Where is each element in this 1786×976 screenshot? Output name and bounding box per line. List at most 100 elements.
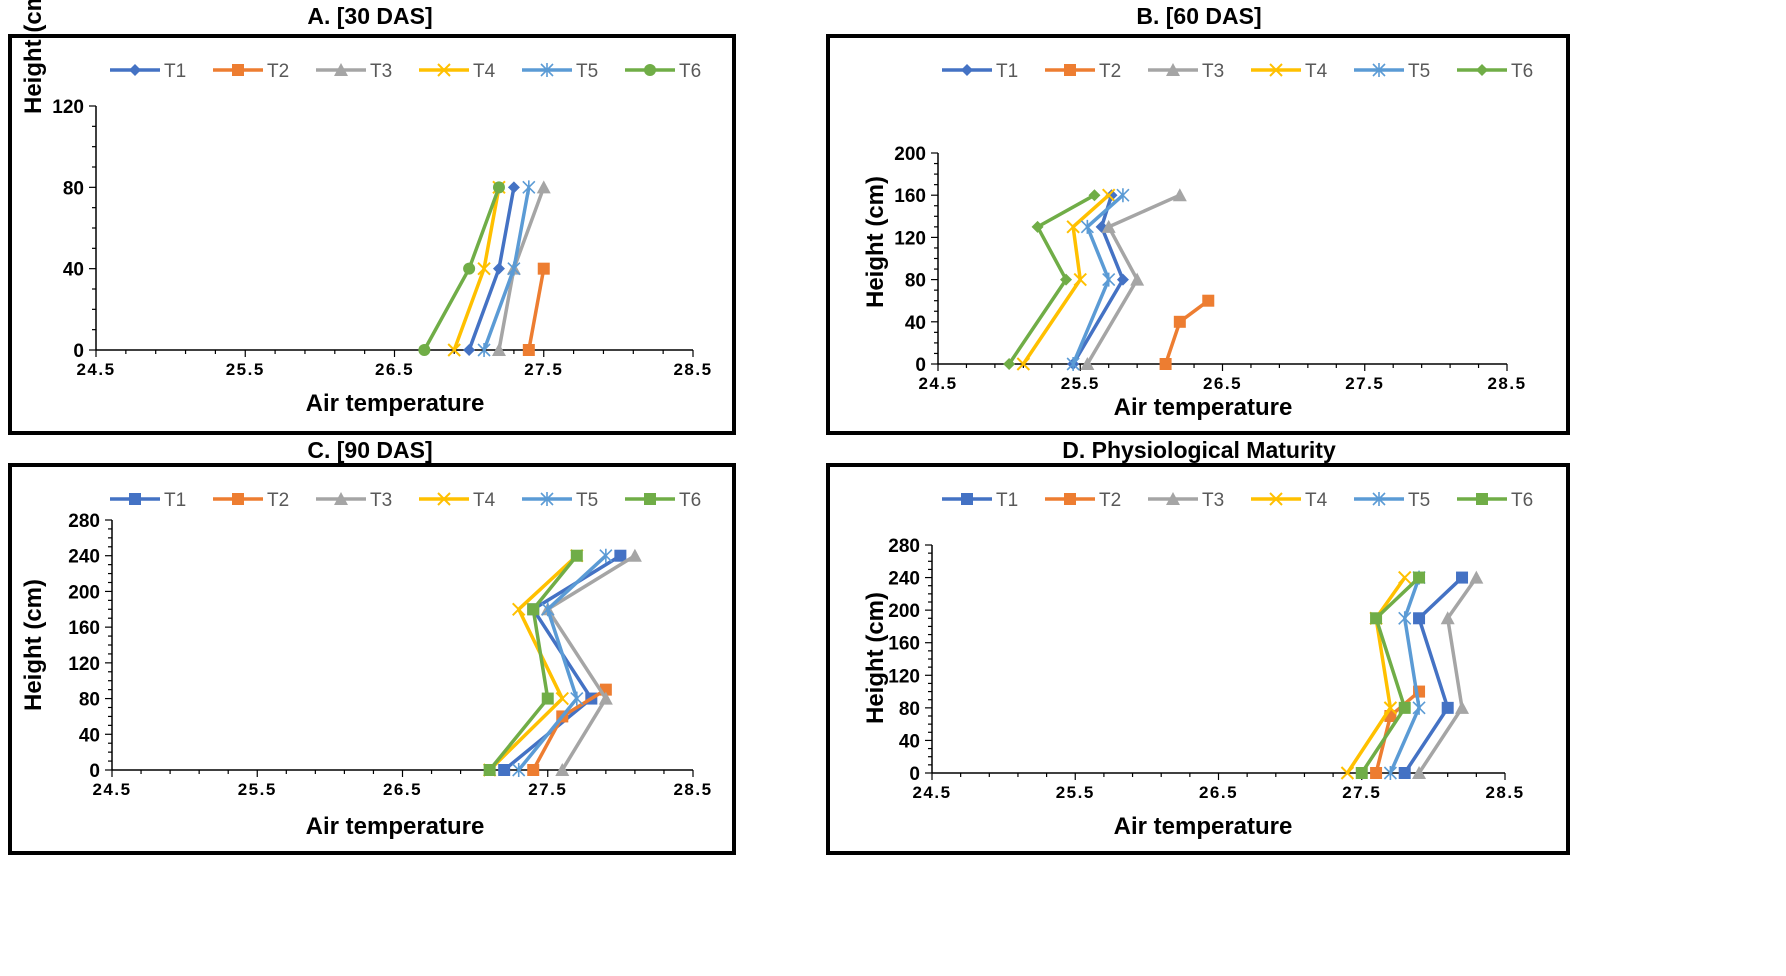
chart-frame [8,34,736,435]
legend-item: T1 [942,61,1018,82]
data-point [555,691,569,706]
chart-panel-1: A. [30 DAS] 24.5 25.5 26.5 27.5 28.5 0 40 80 120 A… [8,0,736,435]
data-point [1130,272,1145,286]
series-line [1021,193,1110,365]
series-line [1388,576,1421,774]
data-point [1080,357,1095,370]
data-point [1080,219,1094,234]
legend-item: T3 [1148,61,1224,82]
legend-label: T6 [1511,490,1533,511]
data-point [1088,189,1101,202]
y-axis-label: Height (cm) [862,176,889,308]
legend-marker [540,63,554,77]
x-tick-label: 28.5 [673,360,712,379]
data-point [1101,188,1116,202]
legend-label: T3 [1202,490,1224,511]
data-point [511,602,526,616]
series-line [1417,576,1478,774]
series-T5 [477,180,536,357]
legend-marker [1269,492,1283,506]
legend-marker [644,64,656,76]
y-tick-label: 240 [888,569,920,590]
x-tick-label: 24.5 [912,783,951,802]
series-line [1007,193,1096,365]
data-point [1355,767,1368,779]
x-tick-label: 27.5 [1345,374,1384,393]
data-point [1383,766,1397,780]
y-tick-label: 40 [899,731,920,752]
legend-marker [232,64,244,76]
data-point [555,763,570,776]
data-point [491,343,506,356]
data-point [541,602,555,617]
legend-label: T6 [679,490,701,511]
chart-panel-2: B. [60 DAS] 24.5 25.5 26.5 27.5 28.5 0 40 80 120 1… [826,3,1570,435]
legend-label: T4 [1305,61,1328,82]
y-axis-label: Height (cm) [862,592,889,724]
y-tick-label: 160 [888,634,920,655]
y-tick-label: 80 [63,178,84,199]
y-tick-label: 120 [68,654,100,675]
legend-item: T6 [1457,490,1533,511]
data-point [541,692,554,705]
series-line [497,186,546,351]
y-tick-label: 80 [79,690,100,711]
legend-marker [1372,63,1386,77]
series-T3 [1080,188,1187,370]
legend-item: T4 [1251,61,1328,82]
series-T2 [527,683,612,776]
data-point [1101,219,1116,233]
data-point [1073,272,1087,287]
y-tick-label: 0 [915,355,926,376]
legend-item: T6 [1457,61,1533,82]
legend-label: T2 [1099,61,1121,82]
data-point [507,181,520,194]
legend-marker [961,493,973,505]
y-tick-label: 120 [894,228,926,249]
y-tick-label: 40 [63,260,84,281]
x-tick-label: 26.5 [1199,783,1238,802]
data-point [1370,612,1383,625]
data-point [1455,700,1470,714]
data-point [1413,612,1426,625]
x-tick-label: 25.5 [238,780,277,799]
legend-item: T5 [522,490,598,511]
series-T6 [483,549,583,776]
data-point [1340,766,1355,780]
legend-marker [644,493,656,505]
data-point [1412,700,1426,715]
data-point [1440,611,1455,625]
data-point [483,764,496,776]
data-point [614,549,627,562]
legend-marker [1476,64,1488,76]
legend-marker [437,63,451,77]
x-tick-label: 27.5 [528,780,567,799]
data-point [1105,189,1118,202]
data-point [1412,766,1427,779]
legend-label: T1 [996,61,1018,82]
legend-item: T4 [419,61,496,82]
data-point [1202,294,1215,307]
data-point [522,180,536,195]
series-T5 [1066,188,1130,371]
legend: T1 T2 T3 T4 T5 T6 [110,490,701,511]
data-point [1398,611,1412,626]
legend-marker [1166,63,1180,76]
data-point [1398,767,1411,779]
series-line [527,268,546,351]
x-tick-label: 28.5 [673,780,712,799]
legend-label: T4 [473,61,496,82]
y-tick-label: 40 [79,725,100,746]
data-point [507,261,521,276]
x-tick-label: 26.5 [1203,374,1242,393]
x-tick-label: 27.5 [524,360,563,379]
legend-label: T2 [267,490,289,511]
legend-marker [1166,492,1180,505]
x-axis-label: Air temperature [1114,394,1293,421]
chart-frame [826,34,1570,435]
y-tick-label: 280 [888,536,920,557]
y-tick-label: 0 [73,341,84,362]
data-point [1116,273,1129,286]
data-point [1398,570,1412,585]
legend-label: T6 [1511,61,1533,82]
